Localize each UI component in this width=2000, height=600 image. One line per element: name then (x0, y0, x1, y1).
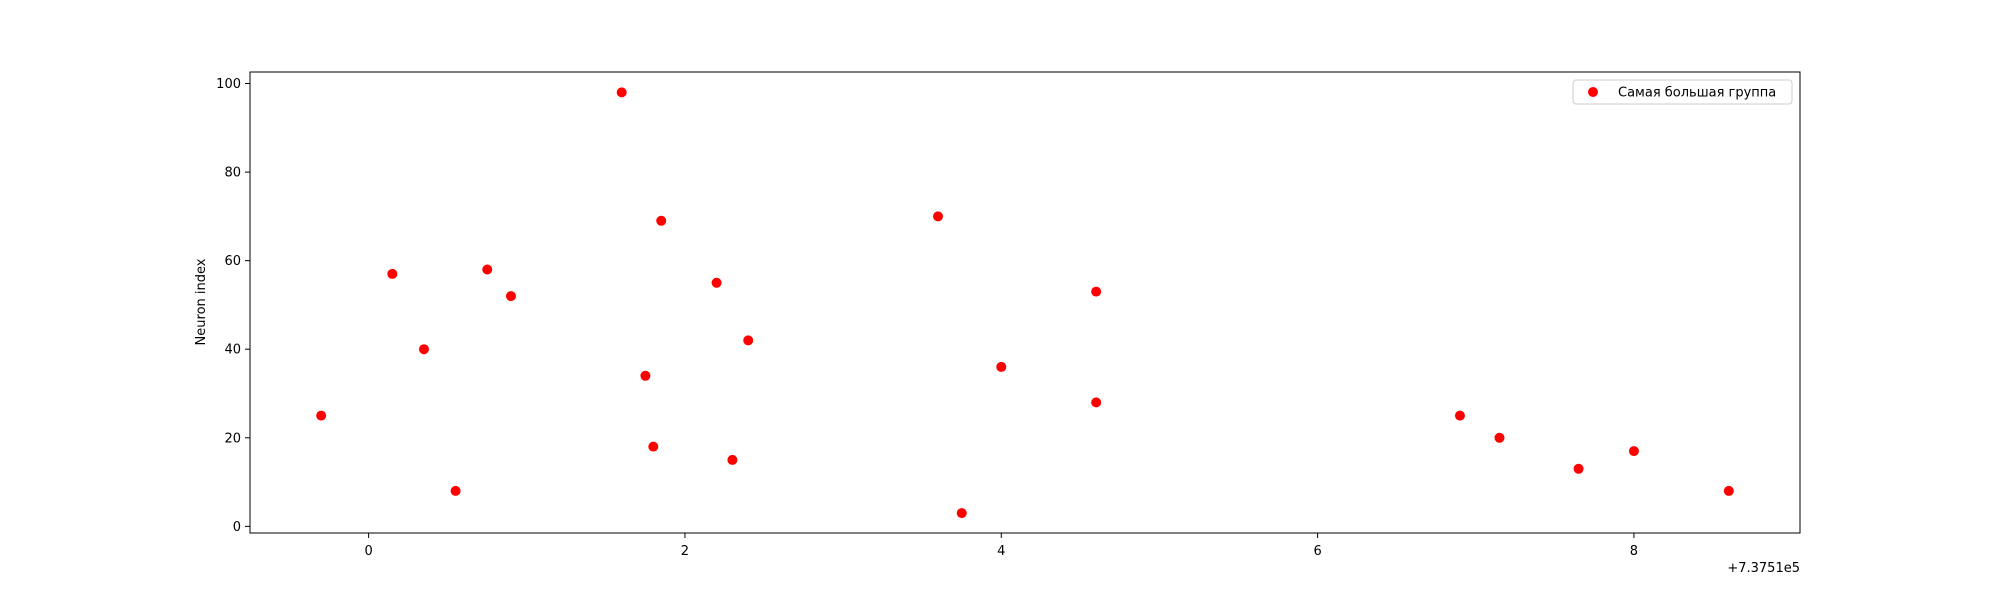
x-tick-label: 0 (364, 544, 372, 559)
data-point (743, 335, 754, 346)
data-point (956, 508, 967, 519)
x-axis-ticks: 0 2 4 6 8 (364, 533, 1638, 559)
legend-marker (1588, 87, 1598, 97)
data-point (1494, 432, 1505, 443)
data-point (727, 454, 738, 465)
data-point (450, 485, 461, 496)
x-tick-label: 4 (997, 544, 1005, 559)
data-point (711, 277, 722, 288)
data-point (387, 268, 398, 279)
data-point (648, 441, 659, 452)
data-point (1454, 410, 1465, 421)
y-tick-label: 80 (224, 166, 241, 181)
y-tick-label: 20 (224, 431, 241, 446)
data-point (656, 215, 667, 226)
data-point (996, 361, 1007, 372)
x-tick-label: 8 (1630, 544, 1638, 559)
data-point (933, 211, 944, 222)
x-offset-label: +7.3751e5 (1727, 561, 1800, 576)
data-point (1628, 446, 1639, 457)
y-tick-label: 40 (224, 343, 241, 358)
y-axis-ticks: 0 20 40 60 80 100 (216, 77, 250, 535)
legend-label: Самая большая группа (1618, 86, 1776, 101)
data-point (1723, 485, 1734, 496)
plot-area-frame (249, 71, 1801, 534)
legend: Самая большая группа (1572, 79, 1793, 105)
data-point (505, 291, 516, 302)
y-axis-label: Neuron index (194, 258, 209, 345)
y-tick-label: 0 (233, 520, 241, 535)
y-tick-label: 100 (216, 77, 241, 92)
data-point (1091, 397, 1102, 408)
data-points (316, 87, 1734, 519)
data-point (1091, 286, 1102, 297)
data-point (316, 410, 327, 421)
data-point (640, 370, 651, 381)
data-point (616, 87, 627, 98)
data-point (418, 344, 429, 355)
x-tick-label: 2 (681, 544, 689, 559)
x-tick-label: 6 (1313, 544, 1321, 559)
y-tick-label: 60 (224, 254, 241, 269)
data-point (1573, 463, 1584, 474)
legend-frame (1572, 79, 1793, 105)
data-point (482, 264, 493, 275)
